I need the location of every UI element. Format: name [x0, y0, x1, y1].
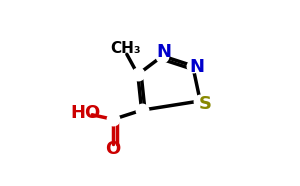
- Text: N: N: [157, 43, 172, 61]
- Text: S: S: [199, 95, 212, 113]
- Text: CH₃: CH₃: [111, 41, 141, 56]
- Text: HO: HO: [70, 104, 100, 122]
- Text: N: N: [190, 58, 205, 76]
- Text: O: O: [105, 140, 120, 158]
